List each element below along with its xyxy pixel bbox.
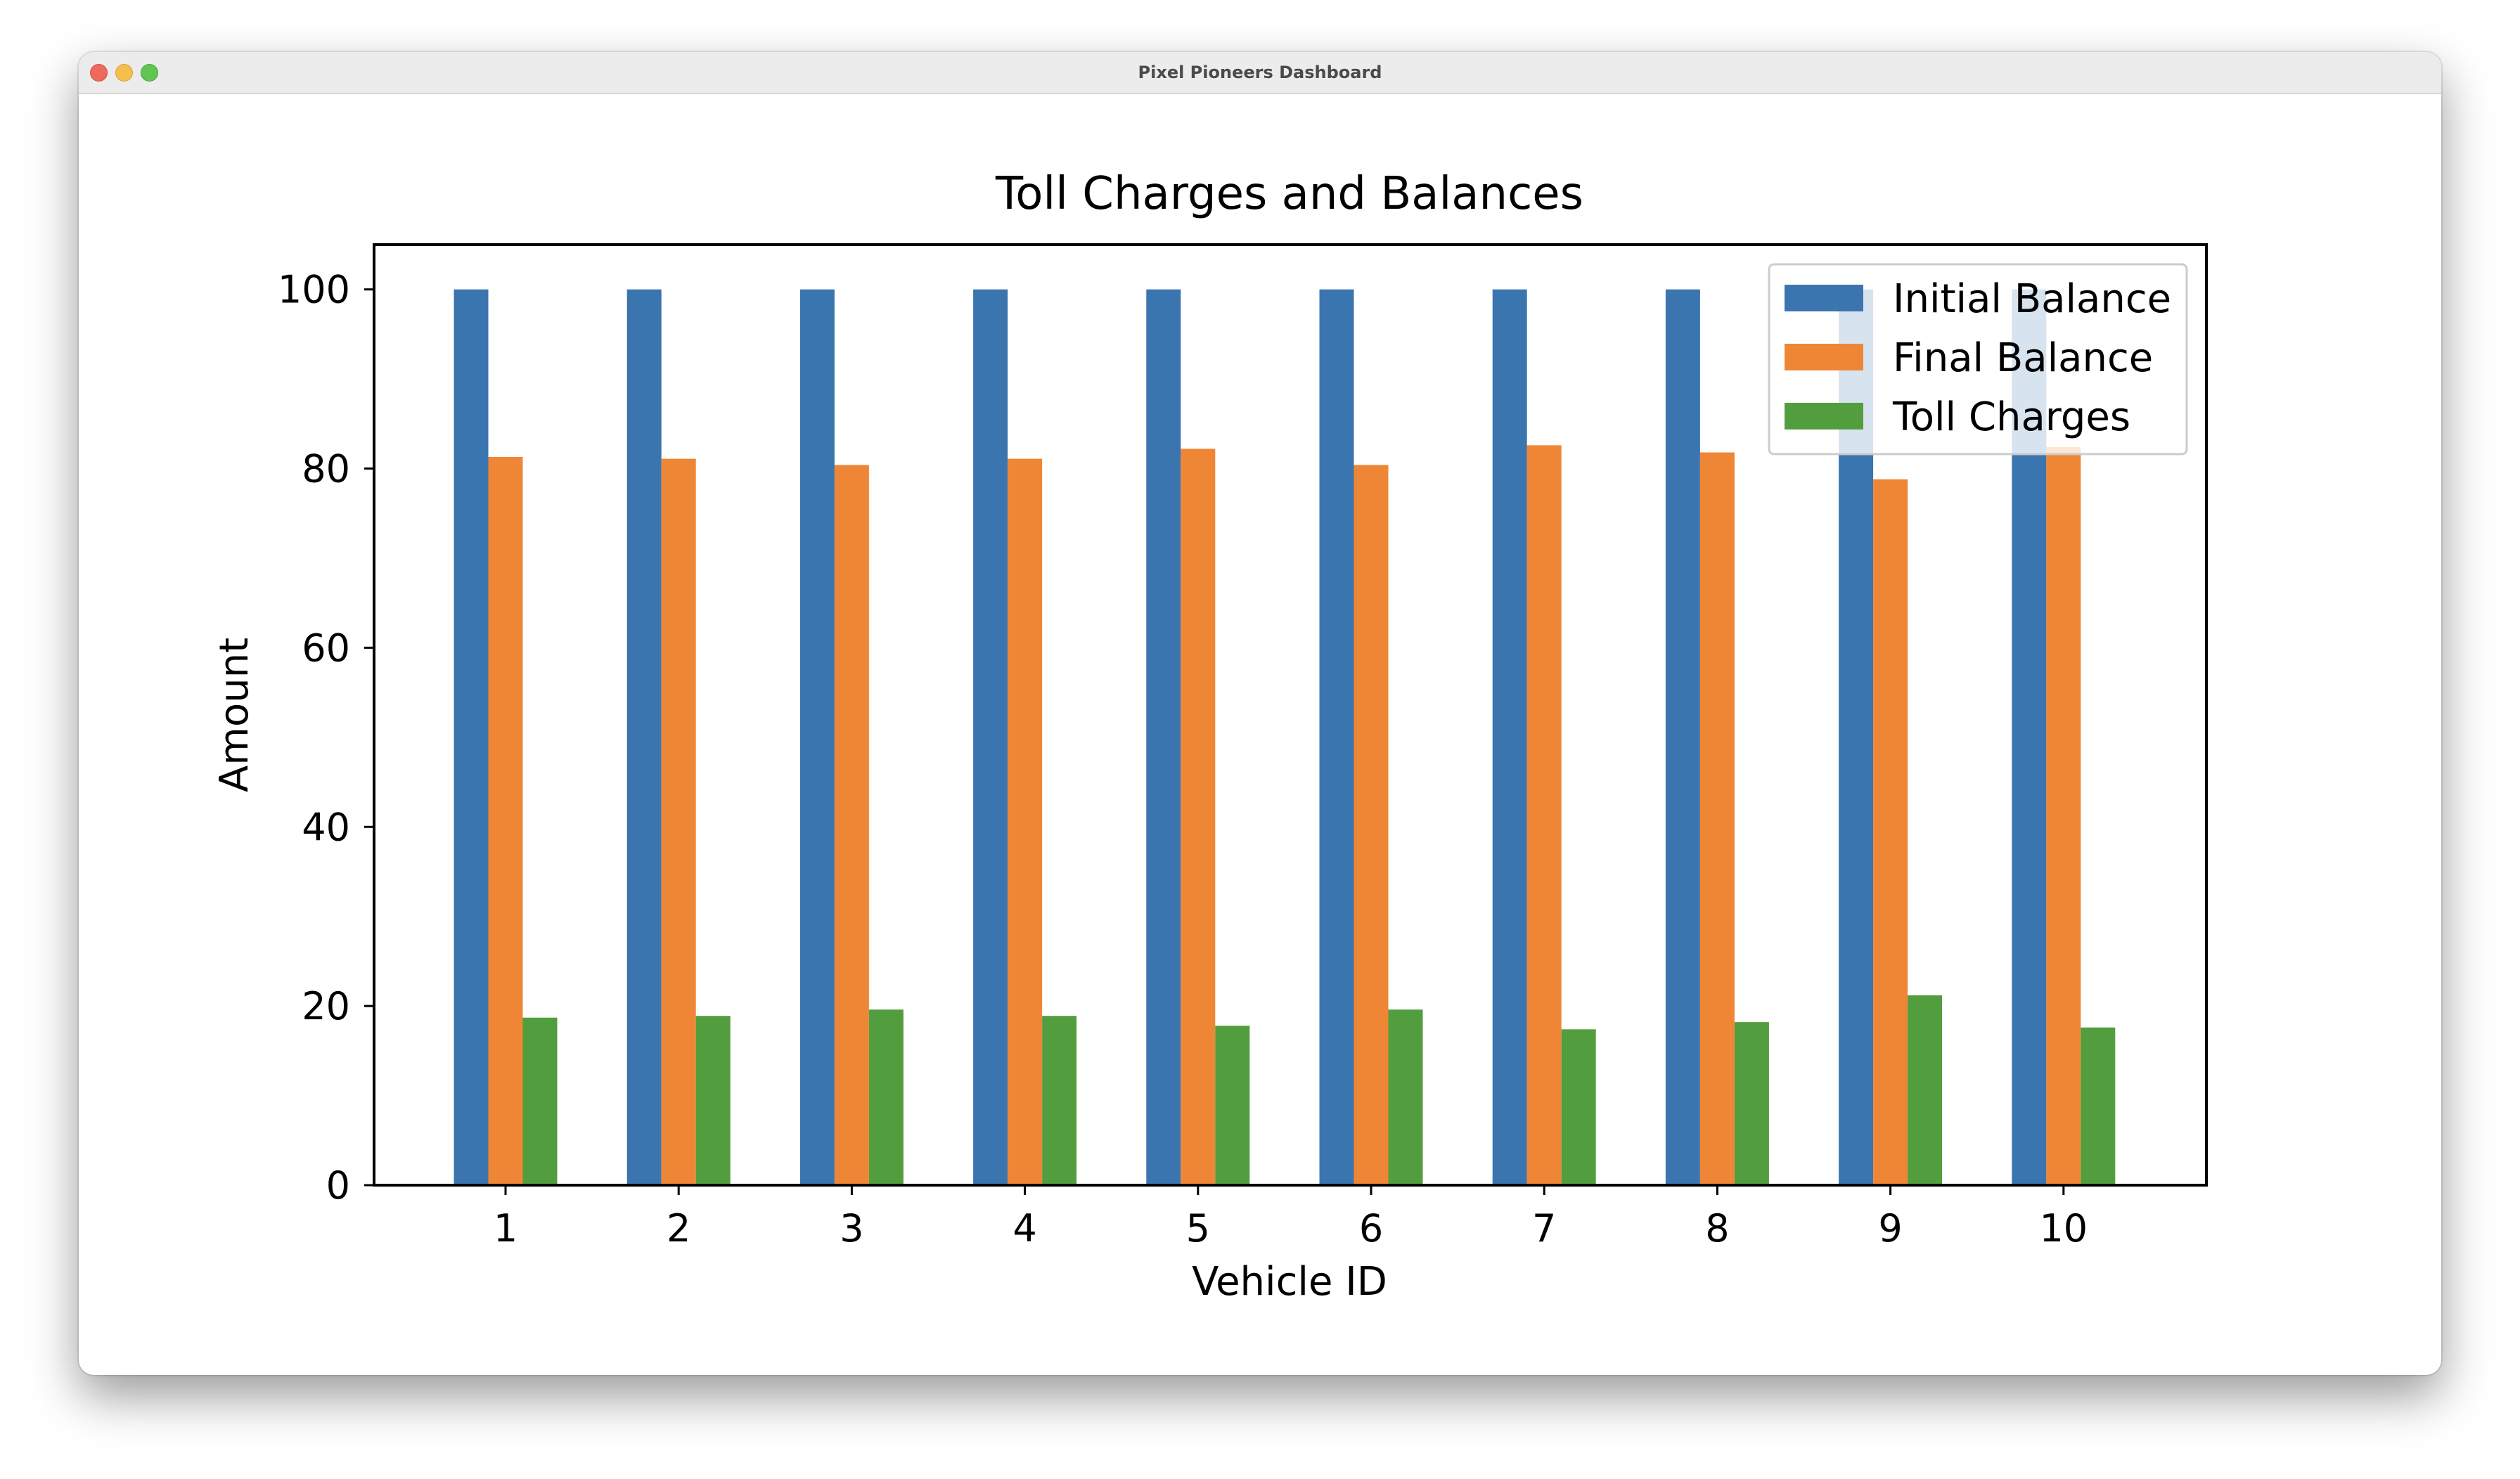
legend-label-final-balance: Final Balance (1893, 335, 2153, 381)
bar-toll-charges-3 (868, 1009, 904, 1185)
bar-final-balance-7 (1526, 445, 1562, 1185)
bar-toll-charges-10 (2081, 1027, 2116, 1185)
x-tick-label-1: 1 (494, 1206, 518, 1251)
bar-toll-charges-2 (695, 1016, 731, 1185)
x-tick-label-4: 4 (1012, 1206, 1036, 1251)
x-axis: 1 2 3 4 5 6 7 8 9 10 (494, 1185, 2088, 1251)
legend-label-initial-balance: Initial Balance (1893, 276, 2171, 322)
bar-initial-balance-7 (1492, 289, 1527, 1186)
x-tick-label-9: 9 (1878, 1206, 1902, 1251)
bar-initial-balance-8 (1665, 289, 1700, 1186)
bar-initial-balance-6 (1319, 289, 1354, 1186)
y-tick-label-60: 60 (302, 626, 350, 670)
y-tick-label-20: 20 (302, 984, 350, 1028)
window-title: Pixel Pioneers Dashboard (1138, 63, 1382, 82)
app-window: Pixel Pioneers Dashboard Toll Charges an… (79, 52, 2441, 1375)
y-axis: 0 20 40 60 80 100 (278, 268, 374, 1208)
bar-toll-charges-5 (1215, 1026, 1250, 1185)
y-tick-label-0: 0 (326, 1163, 350, 1208)
bars-group (454, 289, 2116, 1186)
close-window-button[interactable] (90, 64, 108, 82)
bar-initial-balance-5 (1146, 289, 1181, 1186)
bar-initial-balance-3 (799, 289, 835, 1186)
x-tick-label-7: 7 (1532, 1206, 1556, 1251)
x-tick-label-8: 8 (1705, 1206, 1729, 1251)
y-tick-label-80: 80 (302, 447, 350, 491)
x-tick-label-6: 6 (1359, 1206, 1383, 1251)
x-tick-label-10: 10 (2039, 1206, 2088, 1251)
legend-swatch-final-balance (1785, 344, 1863, 370)
bar-final-balance-4 (1008, 458, 1043, 1185)
bar-final-balance-10 (2046, 447, 2081, 1185)
legend-box (1768, 263, 2188, 456)
plot-frame (373, 243, 2208, 1187)
title-bar[interactable]: Pixel Pioneers Dashboard (79, 52, 2441, 94)
bar-chart: Toll Charges and Balances 0 20 40 60 80 100 1… (212, 168, 2208, 1305)
bar-toll-charges-7 (1561, 1029, 1596, 1185)
x-tick-label-2: 2 (667, 1206, 690, 1251)
bar-toll-charges-8 (1734, 1022, 1769, 1185)
y-tick-label-100: 100 (278, 268, 350, 312)
legend-label-toll-charges: Toll Charges (1892, 394, 2130, 440)
bar-toll-charges-6 (1388, 1009, 1423, 1185)
maximize-window-button[interactable] (141, 64, 158, 82)
bar-toll-charges-4 (1042, 1016, 1077, 1185)
bar-toll-charges-9 (1908, 995, 1943, 1185)
y-tick-label-40: 40 (302, 805, 350, 849)
bar-final-balance-9 (1873, 479, 1908, 1185)
legend-swatch-toll-charges (1785, 403, 1863, 430)
bar-final-balance-2 (661, 458, 696, 1185)
legend-swatch-initial-balance (1785, 285, 1863, 311)
x-axis-label: Vehicle ID (1192, 1259, 1387, 1305)
bar-final-balance-1 (488, 457, 523, 1185)
bar-final-balance-6 (1354, 465, 1389, 1185)
legend: Initial Balance Final Balance Toll Charges (1768, 263, 2188, 456)
bar-final-balance-5 (1181, 448, 1216, 1185)
bar-initial-balance-4 (973, 289, 1008, 1186)
x-tick-label-5: 5 (1186, 1206, 1210, 1251)
bar-initial-balance-1 (454, 289, 489, 1186)
x-tick-label-3: 3 (840, 1206, 863, 1251)
y-axis-label: Amount (212, 638, 257, 792)
bar-initial-balance-2 (626, 289, 662, 1186)
bar-final-balance-8 (1699, 452, 1735, 1185)
minimize-window-button[interactable] (115, 64, 133, 82)
bar-final-balance-3 (834, 465, 869, 1185)
chart-title: Toll Charges and Balances (995, 168, 1583, 220)
chart-area: Toll Charges and Balances 0 20 40 60 80 100 1… (79, 94, 2441, 1375)
bar-toll-charges-1 (522, 1017, 558, 1185)
